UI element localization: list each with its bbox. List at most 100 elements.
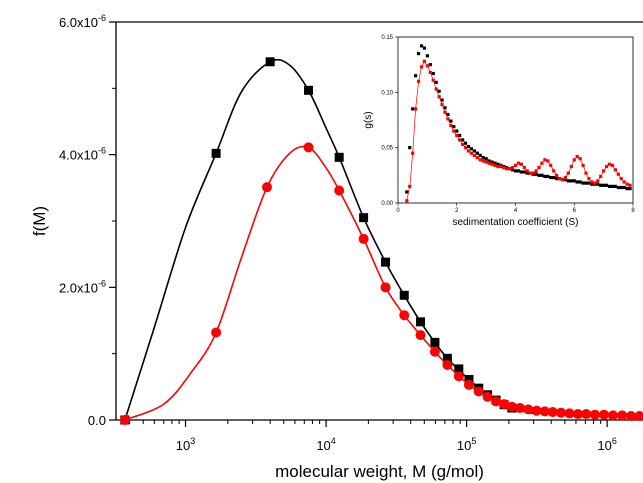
inset-series-1-point [490, 160, 494, 164]
inset-series-1-point [549, 175, 553, 180]
series-2-point [262, 182, 273, 193]
y-tick-exponent: -6 [98, 13, 106, 23]
inset-series-2-point [619, 177, 623, 181]
inset-series-1-point [446, 112, 450, 117]
series-2-point [473, 386, 484, 397]
inset-series-2-point [452, 129, 456, 133]
inset-series-1-point [481, 156, 485, 160]
inset-series-1-point [408, 146, 412, 150]
inset-series-2-point [563, 175, 568, 180]
y-tick-mantissa: 2.0x10 [59, 280, 98, 295]
series-1-point [416, 317, 426, 327]
x-tick-base: 10 [597, 438, 611, 453]
inset-series-1-point [431, 71, 435, 76]
inset-series-1-point [466, 144, 471, 149]
inset-series-1-point [434, 80, 438, 84]
series-2-point [499, 399, 510, 410]
inset-series-2-point [455, 133, 459, 138]
inset-series-2-point [422, 59, 427, 63]
inset-series-2-point [578, 157, 582, 161]
inset-series-1-point [519, 170, 523, 174]
inset-series-1-point [411, 107, 415, 111]
inset-series-1-point [616, 185, 620, 190]
series-2-point [634, 411, 643, 422]
inset-series-1-point [437, 89, 441, 93]
inset-series-1-point [461, 138, 465, 142]
y-tick-mantissa: 6.0x10 [59, 15, 98, 30]
series-1-point [334, 152, 344, 162]
inset-x-tick-label: 0 [396, 208, 400, 214]
x-tick-base: 10 [176, 438, 190, 453]
inset-series-1-point [440, 98, 444, 102]
inset-series-1-point [552, 175, 556, 180]
inset-series-1-point [575, 180, 579, 184]
series-2-point [598, 409, 609, 420]
inset-series-2-point [522, 165, 526, 170]
inset-y-tick-label: 0.10 [381, 90, 393, 96]
inset-series-1-point [543, 174, 547, 179]
inset-series-2-point [458, 138, 462, 142]
inset-series-1-point [599, 183, 603, 187]
inset-series-2-point [405, 199, 409, 203]
inset-series-1-point [458, 133, 462, 138]
inset-y-tick-label: 0.00 [381, 201, 393, 207]
y-tick-label: 2.0x10-6 [59, 278, 106, 295]
inset-series-2-point [546, 159, 550, 163]
inset-series-2-point [475, 156, 479, 160]
inset-series-2-point [419, 65, 424, 69]
x-axis-title: molecular weight, M (g/mol) [275, 462, 484, 481]
inset-series-2-point [472, 153, 476, 158]
inset-series-2-point [466, 149, 471, 153]
series-2-point [429, 346, 440, 357]
inset-series-1-point [613, 184, 617, 188]
x-tick-label: 103 [176, 436, 195, 453]
inset-series-1-point [537, 173, 541, 177]
inset-series-1-point [563, 178, 568, 182]
inset-series-1-point [540, 173, 544, 177]
series-2-point [380, 282, 391, 293]
inset-series-2-point [540, 161, 544, 165]
inset-series-2-point [525, 169, 529, 173]
inset-series-1-point [469, 147, 474, 151]
series-2-point [303, 142, 314, 153]
series-2-point [358, 233, 369, 244]
inset-series-2-point [499, 164, 503, 169]
inset-x-tick-label: 6 [573, 208, 577, 214]
inset-series-1-point [405, 190, 409, 194]
y-axis-title: f(M) [30, 206, 49, 236]
series-2-point [482, 391, 493, 402]
inset-series-2-point [607, 162, 612, 166]
inset-series-1-point [452, 125, 456, 129]
inset-series-1-point [584, 181, 588, 185]
inset-series-2-point [569, 164, 573, 169]
inset-series-2-point [581, 163, 585, 167]
inset-series-2-point [593, 181, 597, 185]
inset-series-1-point [513, 169, 518, 173]
series-2-point [463, 379, 474, 390]
series-2-point [334, 185, 345, 196]
inset-series-2-point [622, 180, 626, 184]
inset-series-2-point [437, 95, 441, 99]
inset-series-1-point [622, 185, 626, 190]
series-1-point [359, 213, 369, 223]
inset-series-2-point [408, 184, 412, 188]
series-2-point [415, 330, 426, 341]
series-1-point [464, 375, 474, 385]
inset-series-2-point [537, 165, 541, 170]
inset-series-1-point [493, 161, 497, 165]
inset-series-1-point [607, 184, 612, 188]
inset-x-axis-title: sedimentation coefficient (S) [453, 217, 579, 228]
x-tick-exponent: 5 [471, 436, 476, 446]
inset-series-1-point [475, 151, 479, 155]
inset-series-2-point [411, 151, 415, 155]
inset-series-1-point [566, 179, 570, 183]
inset-series-2-point [610, 163, 615, 167]
inset-series-2-point [428, 70, 432, 75]
inset-series-1-point [596, 182, 600, 186]
series-1-point [381, 257, 391, 267]
inset-series-1-point [628, 187, 632, 191]
main-plot: 103 104 105 1060.02.0x10-64.0x10-66.0x10-6m… [30, 13, 643, 481]
inset-series-1-point [463, 141, 468, 145]
series-2-point [515, 403, 526, 414]
